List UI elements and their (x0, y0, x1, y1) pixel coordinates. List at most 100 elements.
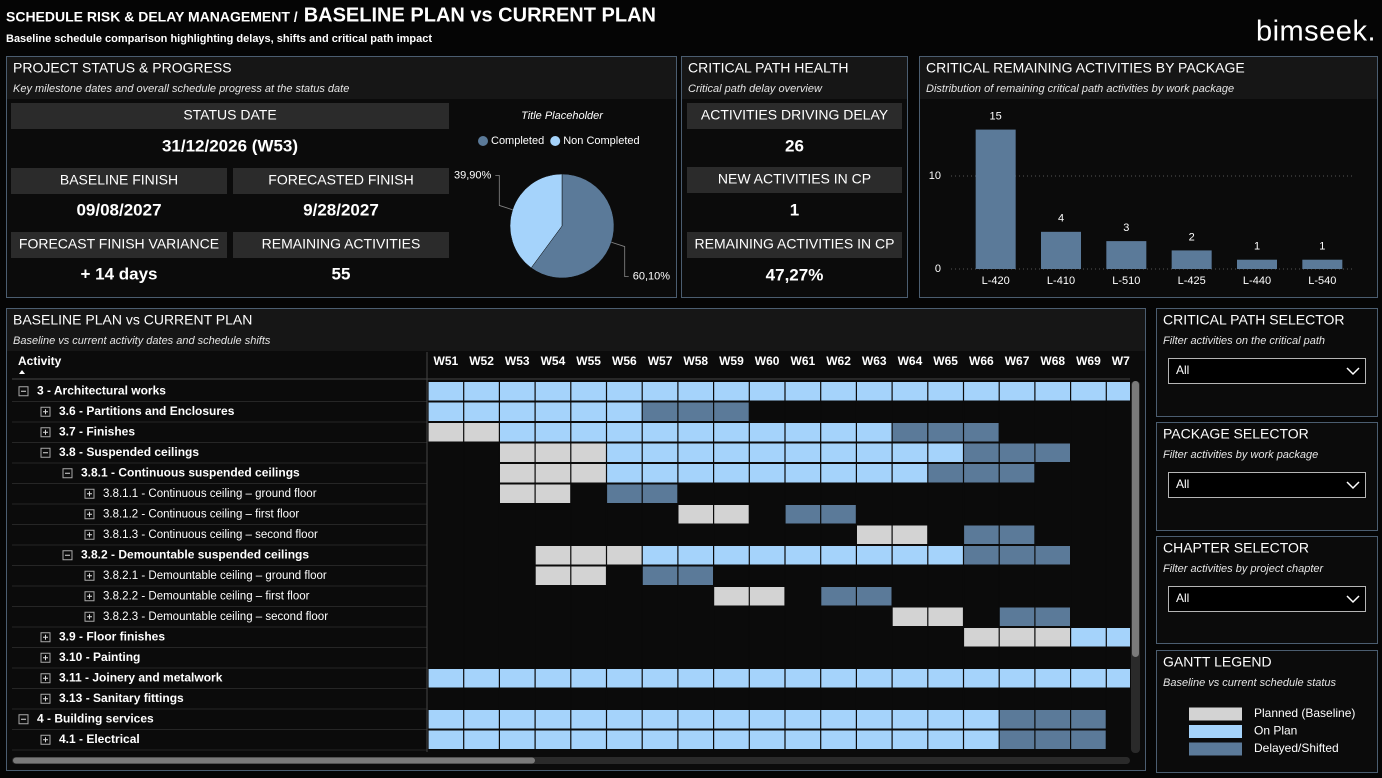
gantt-bar (1070, 628, 1130, 647)
dropdown-box[interactable] (1168, 586, 1366, 612)
week-label: W58 (683, 354, 708, 368)
week-label: W60 (755, 354, 780, 368)
week-label: W66 (969, 354, 994, 368)
legend-label: Planned (Baseline) (1254, 706, 1355, 720)
dropdown-box[interactable] (1168, 472, 1366, 498)
gantt-bar (499, 423, 893, 442)
panel: CRITICAL REMAINING ACTIVITIES BY PACKAGE… (919, 56, 1378, 298)
gantt-bar (999, 710, 1107, 729)
activity-label: 3.8.1.1 - Continuous ceiling – ground fl… (103, 488, 317, 500)
expand-toggle[interactable] (40, 693, 51, 704)
panel: PACKAGE SELECTOR Filter activities by wor… (1156, 422, 1378, 531)
kpi-label-box (11, 103, 449, 129)
activity-label: 3.11 - Joinery and metalwork (59, 670, 223, 684)
expand-toggle[interactable] (40, 447, 51, 458)
activity-label: 4.1 - Electrical (59, 732, 140, 746)
kpi-value: 1 (790, 200, 799, 219)
gantt-bar (499, 443, 607, 462)
expand-toggle[interactable] (40, 632, 51, 643)
sort-indicator[interactable] (19, 370, 25, 374)
y-tick-label: 0 (935, 263, 941, 275)
bar-value-label: 3 (1123, 222, 1129, 234)
h-scroll-thumb[interactable] (13, 757, 535, 764)
dropdown[interactable]: All (1168, 358, 1366, 384)
kpi-label: ACTIVITIES DRIVING DELAY (701, 107, 889, 123)
kpi-label: NEW ACTIVITIES IN CP (718, 171, 871, 187)
bar-value-label: 4 (1058, 213, 1064, 225)
kpi-label-box (687, 103, 902, 129)
gantt-bar (892, 423, 1000, 442)
expand-toggle[interactable] (62, 468, 73, 479)
week-label: W53 (505, 354, 530, 368)
panel-subtitle: Filter activities by work package (1163, 449, 1318, 461)
pie-value-label: 39,90% (454, 169, 492, 181)
expand-toggle[interactable] (18, 386, 29, 397)
gantt-bar (642, 546, 964, 565)
dropdown-box[interactable] (1168, 358, 1366, 384)
dropdown[interactable]: All (1168, 586, 1366, 612)
x-tick-label: L-420 (982, 275, 1010, 287)
expand-toggle[interactable] (40, 427, 51, 438)
week-label: W63 (862, 354, 887, 368)
panel-subtitle: Filter activities by project chapter (1163, 563, 1325, 575)
activity-label: 3.8.2 - Demountable suspended ceilings (81, 547, 309, 561)
bar (1106, 241, 1147, 269)
expand-toggle[interactable] (84, 570, 95, 581)
header-subtitle: Baseline schedule comparison highlightin… (6, 33, 432, 45)
gantt-bar (963, 546, 1071, 565)
bar (975, 129, 1016, 269)
activity-label: 3 - Architectural works (37, 383, 166, 397)
expand-toggle[interactable] (84, 611, 95, 622)
week-label: W55 (576, 354, 601, 368)
activity-label: 4 - Building services (37, 711, 154, 725)
week-label: W57 (648, 354, 673, 368)
v-scroll-thumb[interactable] (1132, 381, 1139, 657)
week-label: W67 (1005, 354, 1030, 368)
bar (1302, 259, 1343, 269)
week-label: W51 (434, 354, 459, 368)
logo: bimseek. (1256, 16, 1376, 48)
expand-toggle[interactable] (84, 509, 95, 520)
bar-value-label: 2 (1189, 231, 1195, 243)
expand-toggle[interactable] (40, 673, 51, 684)
x-tick-label: L-425 (1178, 275, 1206, 287)
expand-toggle[interactable] (84, 529, 95, 540)
week-label: W65 (933, 354, 958, 368)
expand-toggle[interactable] (40, 734, 51, 745)
panel-title: CRITICAL PATH HEALTH (688, 60, 849, 76)
kpi-label: FORECASTED FINISH (268, 172, 413, 188)
activity-label: 3.8.2.2 - Demountable ceiling – first fl… (103, 590, 310, 602)
kpi-label-box (11, 232, 227, 258)
kpi-label: REMAINING ACTIVITIES (262, 236, 421, 252)
gantt-bar (642, 402, 750, 421)
expand-toggle[interactable] (84, 488, 95, 499)
week-label: W68 (1040, 354, 1065, 368)
legend-label: On Plan (1254, 724, 1297, 738)
expand-toggle[interactable] (84, 591, 95, 602)
expand-toggle[interactable] (40, 406, 51, 417)
dropdown[interactable]: All (1168, 472, 1366, 498)
week-label: W54 (541, 354, 566, 368)
kpi-value: 09/08/2027 (76, 200, 161, 219)
activity-label: 3.6 - Partitions and Enclosures (59, 404, 235, 418)
gantt-bar (535, 546, 643, 565)
legend-label: Non Completed (563, 135, 639, 147)
expand-toggle[interactable] (62, 550, 73, 561)
dropdown-chevron (1346, 595, 1360, 604)
legend-swatch (478, 136, 488, 146)
gantt-bar (999, 730, 1107, 749)
dropdown-chevron (1346, 481, 1360, 490)
panel: CRITICAL PATH HEALTH Critical path delay … (681, 56, 908, 298)
panel-title: PROJECT STATUS & PROGRESS (13, 60, 232, 76)
panel-subtitle: Filter activities on the critical path (1163, 335, 1325, 347)
panel-subtitle: Key milestone dates and overall schedule… (13, 83, 349, 95)
week-label: W56 (612, 354, 637, 368)
legend-swatch (550, 136, 561, 146)
pie-value-label: 60,10% (633, 270, 671, 282)
kpi-value: 47,27% (766, 265, 824, 284)
expand-toggle[interactable] (18, 714, 29, 725)
kpi-label: BASELINE FINISH (60, 172, 178, 188)
expand-toggle[interactable] (40, 652, 51, 663)
pie-leader (611, 241, 629, 277)
kpi-label-box (687, 167, 902, 193)
